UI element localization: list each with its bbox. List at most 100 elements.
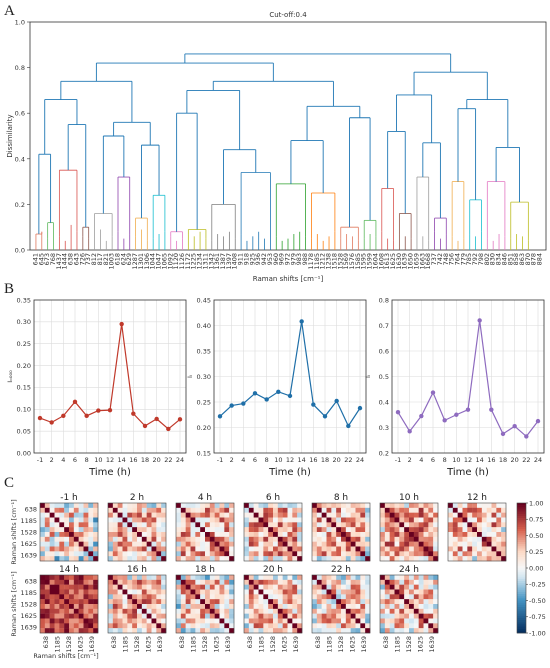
heatmap-cell [263, 604, 269, 610]
heatmap-cell [316, 546, 322, 552]
heatmap-cell [326, 579, 332, 585]
heatmap-cell [229, 551, 235, 557]
heatmap-cell [277, 541, 283, 547]
heatmap-frame [379, 502, 439, 562]
heatmap-cell [263, 608, 269, 614]
heatmap-cell [205, 608, 211, 614]
heatmap-cell [428, 517, 434, 523]
heatmap-cell [244, 503, 250, 509]
heatmap-cell [321, 579, 327, 585]
heatmap-cell [224, 584, 230, 590]
heatmap-cell [331, 584, 337, 590]
heatmap-cell [350, 532, 356, 538]
data-point [72, 399, 78, 405]
line-chart-2: 0.150.200.250.300.350.400.45-1 2 4 6 8 10 12 14… [186, 296, 367, 478]
leaf-label: 779 [459, 253, 467, 265]
heatmap-cell [263, 575, 269, 581]
heatmap-cell [389, 608, 395, 614]
heatmap-cell [117, 589, 123, 595]
heatmap-cell [467, 517, 473, 523]
heatmap-cell [137, 536, 143, 542]
leaf-label: 618 [114, 253, 122, 265]
heatmap-cell [78, 584, 84, 590]
heatmap-cell [78, 532, 84, 538]
x-tick-label: 2 [230, 456, 234, 464]
heatmap-cell [326, 623, 332, 629]
heatmap-cell [190, 546, 196, 552]
heatmap-cell [380, 522, 386, 528]
heatmap-cell [404, 503, 410, 509]
heatmap-cell [394, 608, 400, 614]
leaf-label: 1585 [354, 253, 362, 270]
heatmap-cell [336, 618, 342, 624]
heatmap-cell [137, 608, 143, 614]
leaf-label: 1408 [231, 253, 239, 270]
heatmap-cell [248, 589, 254, 595]
heatmap-cell [83, 507, 89, 513]
heatmap-cell [312, 551, 318, 557]
leaf-label: 969 [278, 253, 286, 265]
heatmap-cell [292, 522, 298, 528]
heatmap-cell [69, 522, 75, 528]
leaf-label: 764 [454, 253, 462, 265]
heatmap-cell [209, 608, 215, 614]
leaf-label: 942 [260, 253, 268, 265]
heatmap-cell [112, 579, 118, 585]
heatmap-x-tick: 1185 [189, 636, 197, 653]
heatmap-cell [54, 541, 60, 547]
heatmap-cell [380, 584, 386, 590]
heatmap-cell [132, 517, 138, 523]
heatmap-cell [331, 522, 337, 528]
heatmap-cell [253, 532, 259, 538]
colorbar-segment [517, 520, 526, 523]
heatmap-cell [336, 536, 342, 542]
heatmap-cell [146, 541, 152, 547]
heatmap-cell [49, 507, 55, 513]
heatmap-cell [69, 541, 75, 547]
heatmap-cell [258, 522, 264, 528]
colorbar-segment [517, 503, 526, 506]
heatmap-cell [132, 527, 138, 533]
leaf-label: 960 [272, 253, 280, 265]
heatmap-cell [428, 556, 434, 562]
heatmap-cell [117, 551, 123, 557]
heatmap-cell [54, 575, 60, 581]
heatmap-cell [127, 527, 133, 533]
leaf-label: 1608 [377, 253, 385, 270]
heatmap-cell [78, 589, 84, 595]
heatmap-cell [287, 628, 293, 634]
heatmap-cell [137, 599, 143, 605]
heatmap-cell [132, 551, 138, 557]
y-tick-label: 0.15 [17, 384, 31, 392]
heatmap-cell [292, 507, 298, 513]
heatmap-cell [200, 608, 206, 614]
heatmap-cell [350, 556, 356, 562]
heatmap-cell [73, 594, 79, 600]
heatmap-cell [341, 541, 347, 547]
heatmap-cell [49, 532, 55, 538]
heatmap-cell [467, 522, 473, 528]
heatmap-cell [40, 527, 46, 533]
heatmap-cell [360, 579, 366, 585]
heatmap-cell [141, 556, 147, 562]
heatmap-cell [49, 628, 55, 634]
heatmap-cell [336, 556, 342, 562]
heatmap-cell [44, 618, 50, 624]
heatmap-cell [190, 628, 196, 634]
heatmap-cell [467, 536, 473, 542]
heatmap-cell [297, 589, 303, 595]
heatmap-cell [282, 584, 288, 590]
heatmap-cell [496, 503, 502, 509]
heatmap-cell [467, 556, 473, 562]
heatmap-cell [292, 604, 298, 610]
heatmap-cell [229, 507, 235, 513]
heatmap-cell [151, 507, 157, 513]
heatmap-cell [195, 507, 201, 513]
heatmap-cell [268, 594, 274, 600]
heatmap-cell [350, 604, 356, 610]
heatmap-cell [501, 522, 507, 528]
heatmap-cell [83, 517, 89, 523]
colorbar-segment [517, 513, 526, 517]
leaf-label: 1528 [336, 253, 344, 270]
heatmap-cell [355, 628, 361, 634]
